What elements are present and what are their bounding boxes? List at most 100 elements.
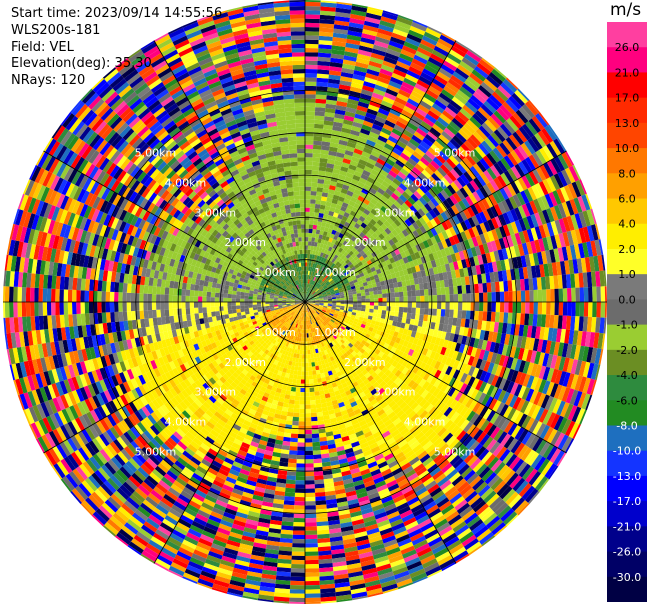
velocity-gate (319, 162, 327, 168)
velocity-gate (388, 40, 404, 50)
velocity-gate (345, 145, 355, 153)
velocity-gate (419, 283, 424, 290)
velocity-gate (305, 446, 313, 451)
velocity-gate (321, 222, 327, 227)
velocity-gate (315, 98, 327, 104)
velocity-gate (393, 162, 403, 172)
velocity-gate (403, 105, 416, 115)
velocity-gate (336, 267, 341, 273)
velocity-gate (393, 124, 405, 133)
velocity-gate (323, 240, 329, 246)
velocity-gate (331, 258, 336, 263)
velocity-gate (385, 210, 393, 218)
velocity-gate (350, 82, 364, 90)
velocity-gate (411, 21, 428, 32)
velocity-gate (309, 220, 314, 225)
velocity-gate (384, 143, 395, 152)
velocity-gate (453, 42, 469, 54)
velocity-gate (450, 45, 467, 58)
velocity-gate (359, 93, 372, 101)
velocity-gate (524, 278, 530, 291)
velocity-gate (431, 103, 445, 114)
velocity-gate (440, 309, 446, 317)
velocity-gate (412, 20, 428, 28)
velocity-gate (571, 302, 576, 317)
velocity-gate (297, 434, 305, 439)
velocity-gate (357, 49, 372, 57)
velocity-gate (422, 137, 434, 147)
velocity-gate (337, 242, 343, 248)
velocity-gate (367, 6, 384, 12)
velocity-gate (312, 271, 315, 277)
velocity-gate (287, 407, 294, 413)
velocity-gate (353, 148, 363, 156)
velocity-gate (293, 370, 298, 375)
velocity-gate (305, 496, 316, 502)
velocity-gate (417, 144, 428, 154)
velocity-gate (365, 231, 372, 239)
velocity-gate (356, 162, 366, 170)
velocity-gate (380, 16, 397, 25)
velocity-gate (360, 173, 369, 181)
velocity-gate (444, 144, 455, 156)
velocity-gate (393, 219, 402, 227)
velocity-gate (423, 92, 437, 104)
velocity-gate (422, 181, 432, 192)
velocity-gate (309, 271, 312, 276)
velocity-gate (524, 313, 530, 326)
velocity-gate (461, 82, 476, 95)
velocity-gate (313, 241, 318, 247)
velocity-gate (389, 287, 395, 293)
velocity-gate (314, 208, 320, 213)
velocity-gate (499, 291, 505, 302)
velocity-gate (329, 185, 336, 191)
velocity-gate (305, 106, 316, 112)
velocity-gate (454, 93, 468, 105)
velocity-gate (319, 31, 334, 37)
velocity-gate (305, 547, 319, 552)
velocity-gate (300, 375, 305, 380)
velocity-gate (337, 92, 350, 99)
velocity-gate (306, 287, 308, 292)
velocity-gate (362, 235, 369, 242)
velocity-gate (307, 245, 311, 250)
velocity-gate (348, 239, 354, 245)
velocity-gate (567, 302, 572, 316)
velocity-gate (329, 233, 335, 239)
velocity-gate (359, 155, 369, 162)
velocity-gate (446, 124, 459, 136)
velocity-gate (343, 198, 351, 205)
velocity-gate (305, 597, 321, 603)
velocity-gate (313, 140, 322, 146)
velocity-gate (298, 429, 305, 435)
velocity-gate (288, 399, 295, 405)
velocity-gate (390, 306, 396, 312)
velocity-gate (470, 94, 484, 107)
velocity-gate (322, 258, 327, 263)
velocity-gate (314, 277, 318, 282)
velocity-gate (282, 512, 294, 518)
velocity-gate (305, 140, 314, 145)
velocity-gate (325, 107, 336, 114)
velocity-gate (365, 295, 370, 299)
velocity-gate (312, 291, 316, 295)
velocity-gate (309, 258, 312, 263)
velocity-gate (311, 258, 315, 264)
velocity-gate (317, 284, 322, 289)
velocity-gate (331, 253, 336, 259)
velocity-gate (352, 304, 358, 308)
velocity-gate (305, 358, 309, 363)
velocity-gate (361, 298, 366, 302)
velocity-gate (314, 203, 321, 209)
velocity-gate (289, 395, 296, 401)
velocity-gate (415, 289, 421, 297)
velocity-gate (327, 87, 339, 93)
velocity-gate (363, 218, 370, 226)
velocity-gate (419, 314, 424, 321)
velocity-gate (330, 138, 340, 144)
velocity-gate (416, 296, 421, 302)
velocity-gate (344, 176, 353, 183)
velocity-gate (392, 28, 409, 38)
velocity-gate (588, 286, 593, 302)
velocity-gate (378, 233, 385, 240)
